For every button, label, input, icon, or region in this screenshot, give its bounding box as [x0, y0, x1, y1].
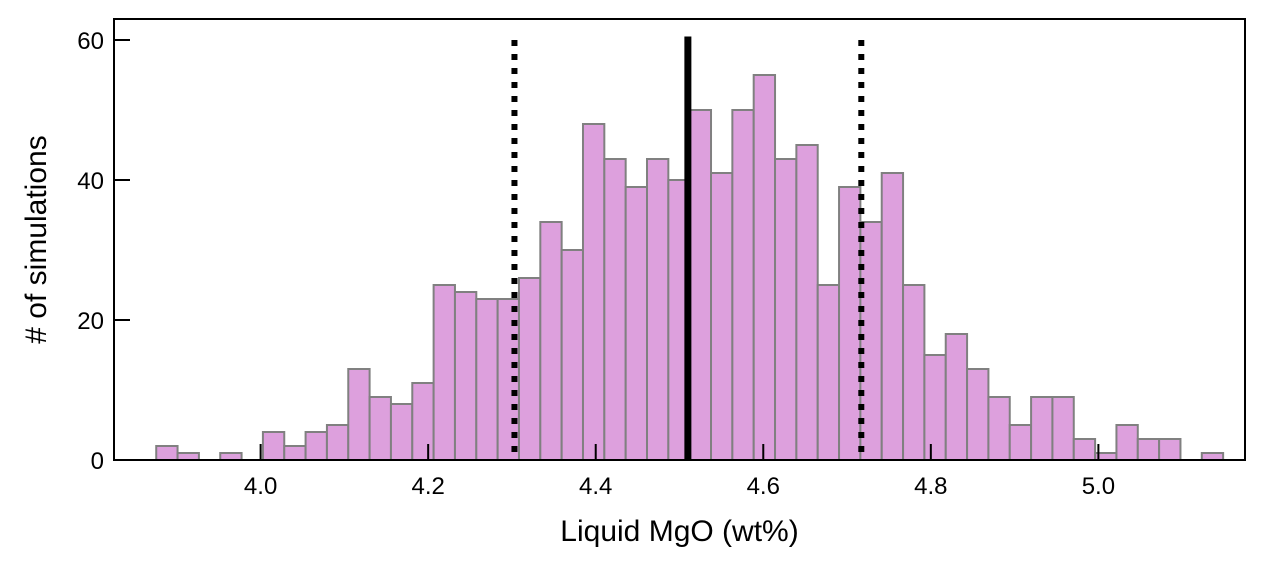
- histogram-bar: [1008, 424, 1033, 461]
- histogram-bar: [880, 172, 905, 461]
- reference-lines: [511, 36, 865, 460]
- histogram-bar: [816, 284, 841, 461]
- histogram-bar: [838, 186, 862, 461]
- axis-ticks: 4.0 4.2 4.4 4.6 4.8 5.0 0 20 40 60: [77, 28, 1115, 500]
- histogram-bar: [389, 403, 414, 461]
- x-tick-label: 4.0: [244, 473, 277, 500]
- histogram-bar: [325, 424, 350, 461]
- histogram-bar: [411, 382, 435, 461]
- histogram-bar: [731, 109, 755, 461]
- histogram-bar: [1030, 396, 1054, 461]
- histogram-bar: [710, 172, 734, 461]
- histogram-bar: [1158, 438, 1182, 461]
- histogram-bar: [560, 249, 584, 461]
- histogram-bar: [1115, 424, 1139, 461]
- histogram-bar: [1136, 438, 1161, 461]
- histogram-bar: [1072, 438, 1097, 461]
- plot-frame: [113, 18, 1246, 461]
- x-tick-label: 4.8: [914, 473, 947, 500]
- histogram-bar: [646, 158, 670, 461]
- histogram-bars: [155, 74, 1225, 461]
- histogram-bar: [517, 277, 542, 461]
- y-axis-label: # of simulations: [20, 135, 53, 343]
- histogram-bar: [624, 186, 649, 461]
- y-tick-label: 60: [77, 28, 104, 55]
- y-tick-label: 0: [91, 448, 104, 475]
- histogram-bar: [539, 221, 563, 461]
- histogram-bar: [283, 445, 307, 461]
- histogram-bar: [688, 109, 713, 461]
- histogram-bar: [453, 291, 478, 461]
- histogram-bar: [752, 74, 777, 461]
- histogram-bar: [155, 445, 179, 461]
- histogram-bar: [859, 221, 883, 461]
- histogram-bar: [944, 333, 969, 461]
- x-tick-label: 4.2: [411, 473, 444, 500]
- histogram-bar: [219, 452, 243, 461]
- x-tick-label: 5.0: [1082, 473, 1115, 500]
- x-tick-label: 4.4: [579, 473, 612, 500]
- histogram-bar: [923, 354, 947, 461]
- histogram-bar: [1200, 452, 1225, 461]
- histogram-bar: [475, 298, 499, 461]
- histogram-bar: [581, 123, 606, 461]
- y-tick-label: 40: [77, 168, 104, 195]
- histogram-bar: [176, 452, 200, 461]
- x-tick-label: 4.6: [747, 473, 780, 500]
- histogram-bar: [1051, 396, 1075, 461]
- histogram-bar: [368, 396, 392, 461]
- histogram-bar: [902, 284, 926, 461]
- histogram-bar: [261, 431, 286, 461]
- y-tick-label: 20: [77, 308, 104, 335]
- histogram-bar: [347, 368, 371, 461]
- histogram-bar: [966, 368, 990, 461]
- histogram-bar: [603, 158, 627, 461]
- x-axis-label: Liquid MgO (wt%): [560, 515, 798, 548]
- histogram-bar: [774, 158, 798, 461]
- histogram-bar: [795, 144, 819, 461]
- histogram-bar: [432, 284, 456, 461]
- histogram-bar: [987, 396, 1011, 461]
- histogram-bar: [304, 431, 328, 461]
